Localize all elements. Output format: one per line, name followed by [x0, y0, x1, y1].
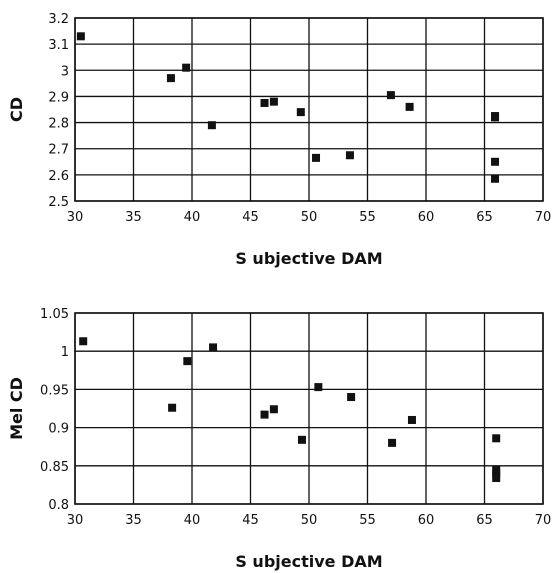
data-point — [260, 98, 269, 107]
x-tick-label: 60 — [418, 513, 435, 528]
data-point — [207, 121, 216, 130]
data-point — [407, 415, 416, 424]
y-tick-label: 2.5 — [48, 195, 69, 210]
x-tick-label: 35 — [125, 210, 142, 225]
y-tick-label: 0.85 — [40, 460, 69, 475]
x-tick-label: 30 — [67, 513, 84, 528]
plot-area-border — [74, 17, 544, 202]
x-tick-label: 40 — [184, 513, 201, 528]
x-tick-label: 55 — [359, 210, 376, 225]
x-axis-title: S ubjective DAM — [235, 249, 382, 268]
data-point — [312, 153, 321, 162]
data-point — [388, 438, 397, 447]
data-point — [491, 113, 500, 122]
data-point — [386, 91, 395, 100]
data-point — [166, 74, 175, 83]
data-point — [345, 151, 354, 160]
data-point — [269, 405, 278, 414]
data-point — [76, 32, 85, 41]
data-point — [269, 97, 278, 106]
data-point — [297, 435, 306, 444]
data-point — [182, 63, 191, 72]
x-tick-label: 50 — [301, 513, 318, 528]
data-point — [168, 403, 177, 412]
x-tick-label: 30 — [67, 210, 84, 225]
x-tick-label: 65 — [476, 210, 493, 225]
x-tick-label: 60 — [418, 210, 435, 225]
x-tick-label: 45 — [242, 210, 259, 225]
y-tick-label: 2.8 — [48, 117, 69, 132]
data-point — [492, 434, 501, 443]
y-axis-title: Mel CD — [7, 377, 26, 440]
y-axis-title: CD — [7, 97, 26, 122]
x-axis-title: S ubjective DAM — [235, 552, 382, 571]
y-tick-label: 3.1 — [48, 38, 69, 53]
y-tick-label: 2.6 — [48, 169, 69, 184]
chart-1: 30 35 40 45 50 55 60 65 70 2.5 2.6 2.7 2.8 2.9 3 3.1 3.2… — [7, 12, 551, 268]
y-tick-label: 0.8 — [48, 498, 69, 513]
data-point — [314, 383, 323, 392]
y-tick-label: 1.05 — [40, 307, 69, 322]
x-tick-label: 40 — [184, 210, 201, 225]
y-tick-label: 3 — [61, 64, 69, 79]
x-tick-label: 55 — [359, 513, 376, 528]
y-tick-label: 2.9 — [48, 90, 69, 105]
data-point — [347, 393, 356, 402]
y-tick-label: 0.95 — [40, 383, 69, 398]
y-tick-label: 0.9 — [48, 422, 69, 437]
x-tick-label: 65 — [476, 513, 493, 528]
data-point — [209, 343, 218, 352]
x-tick-label: 50 — [301, 210, 318, 225]
x-tick-label: 70 — [535, 210, 552, 225]
data-point — [491, 157, 500, 166]
data-point — [296, 108, 305, 117]
plot-area-border — [74, 312, 544, 505]
y-tick-label: 3.2 — [48, 12, 69, 27]
chart-2: 30 35 40 45 50 55 60 65 70 0.8 0.85 0.9 0.95 1 1.05 S u… — [7, 307, 551, 571]
data-point — [405, 102, 414, 111]
x-tick-label: 35 — [125, 513, 142, 528]
data-point — [183, 357, 192, 366]
y-tick-label: 1 — [61, 345, 69, 360]
data-point — [491, 174, 500, 183]
data-point — [492, 474, 501, 483]
x-tick-label: 70 — [535, 513, 552, 528]
data-point — [260, 410, 269, 419]
data-point — [79, 337, 88, 346]
data-point — [492, 469, 501, 478]
x-tick-label: 45 — [242, 513, 259, 528]
y-tick-label: 2.7 — [48, 143, 69, 158]
